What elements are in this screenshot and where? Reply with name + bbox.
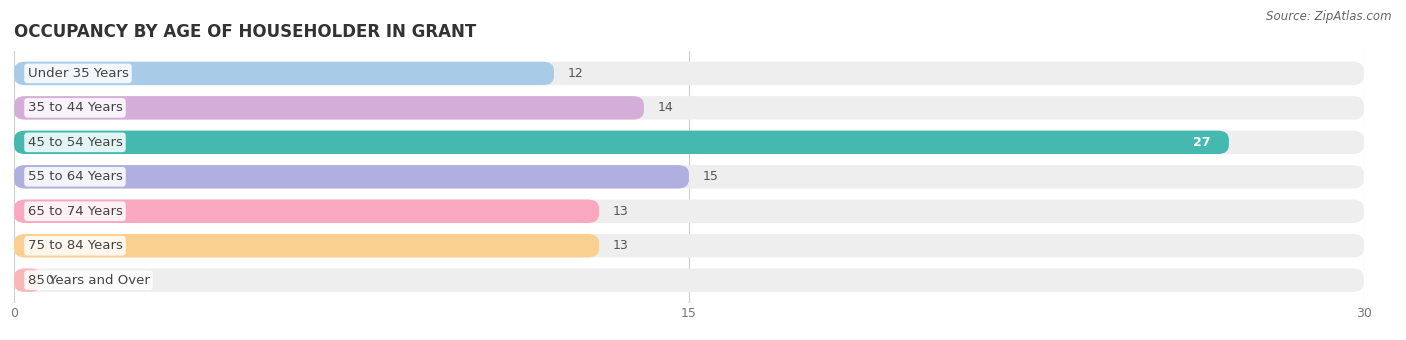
FancyBboxPatch shape [14, 234, 599, 257]
Text: 55 to 64 Years: 55 to 64 Years [28, 170, 122, 183]
FancyBboxPatch shape [14, 200, 1364, 223]
Text: 15: 15 [703, 170, 718, 183]
Text: 0: 0 [45, 274, 53, 287]
FancyBboxPatch shape [14, 269, 1364, 292]
Text: 85 Years and Over: 85 Years and Over [28, 274, 149, 287]
FancyBboxPatch shape [14, 62, 1364, 85]
Text: Under 35 Years: Under 35 Years [28, 67, 128, 80]
Text: 27: 27 [1194, 136, 1211, 149]
FancyBboxPatch shape [14, 131, 1229, 154]
Text: 13: 13 [613, 239, 628, 252]
FancyBboxPatch shape [14, 200, 599, 223]
FancyBboxPatch shape [14, 269, 41, 292]
FancyBboxPatch shape [14, 234, 1364, 257]
FancyBboxPatch shape [14, 165, 689, 188]
Text: 45 to 54 Years: 45 to 54 Years [28, 136, 122, 149]
FancyBboxPatch shape [14, 96, 1364, 120]
Text: 12: 12 [568, 67, 583, 80]
Text: 65 to 74 Years: 65 to 74 Years [28, 205, 122, 218]
FancyBboxPatch shape [14, 96, 644, 120]
Text: 35 to 44 Years: 35 to 44 Years [28, 101, 122, 114]
Text: Source: ZipAtlas.com: Source: ZipAtlas.com [1267, 10, 1392, 23]
Text: 14: 14 [658, 101, 673, 114]
Text: OCCUPANCY BY AGE OF HOUSEHOLDER IN GRANT: OCCUPANCY BY AGE OF HOUSEHOLDER IN GRANT [14, 23, 477, 41]
Text: 75 to 84 Years: 75 to 84 Years [28, 239, 122, 252]
FancyBboxPatch shape [14, 62, 554, 85]
Text: 13: 13 [613, 205, 628, 218]
FancyBboxPatch shape [14, 165, 1364, 188]
FancyBboxPatch shape [14, 131, 1364, 154]
